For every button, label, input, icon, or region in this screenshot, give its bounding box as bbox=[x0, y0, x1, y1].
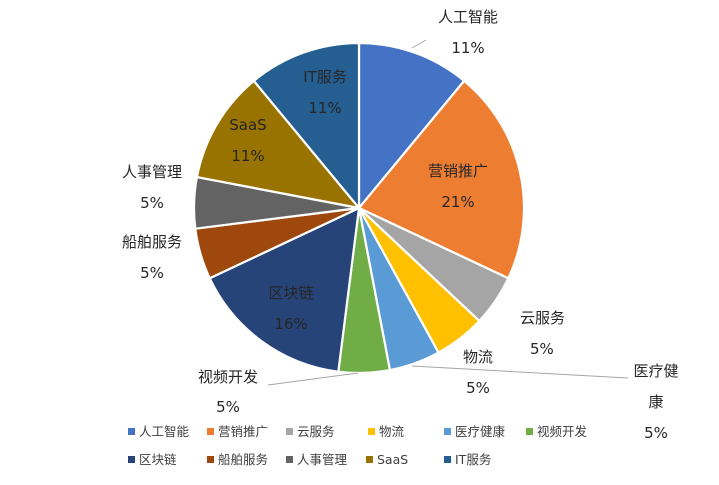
pie-slices bbox=[192, 41, 526, 375]
data-label-name-9: SaaS bbox=[229, 116, 266, 134]
data-label-value-6: 16% bbox=[274, 315, 307, 333]
legend-swatch-2 bbox=[286, 428, 293, 435]
leader-line-5 bbox=[267, 372, 359, 386]
legend-swatch-7 bbox=[207, 456, 214, 463]
legend-label-2: 云服务 bbox=[297, 424, 335, 439]
data-label-name-4-part-1: 康 bbox=[648, 393, 663, 411]
data-label-value-7: 5% bbox=[140, 264, 164, 282]
data-label-value-4: 5% bbox=[644, 424, 668, 442]
legend-label-6: 区块链 bbox=[139, 452, 177, 467]
data-label-name-1: 营销推广 bbox=[428, 162, 488, 180]
data-label-value-10: 11% bbox=[308, 99, 341, 117]
pie-slice-1 bbox=[357, 79, 526, 280]
legend-swatch-10 bbox=[444, 456, 451, 463]
data-label-value-0: 11% bbox=[451, 39, 484, 57]
legend-swatch-9 bbox=[366, 456, 373, 463]
data-label-value-3: 5% bbox=[466, 379, 490, 397]
pie-slice-9 bbox=[195, 79, 361, 210]
legend-label-8: 人事管理 bbox=[297, 452, 348, 467]
legend-swatch-6 bbox=[128, 456, 135, 463]
data-label-name-5: 视频开发 bbox=[198, 368, 258, 386]
data-label-value-2: 5% bbox=[530, 340, 554, 358]
data-label-name-8: 人事管理 bbox=[122, 163, 182, 181]
data-label-name-3: 物流 bbox=[463, 348, 493, 366]
legend-swatch-0 bbox=[128, 428, 135, 435]
legend-label-4: 医疗健康 bbox=[455, 424, 506, 439]
data-label-value-5: 5% bbox=[216, 398, 240, 416]
data-label-value-8: 5% bbox=[140, 194, 164, 212]
legend-swatch-8 bbox=[286, 456, 293, 463]
data-label-value-9: 11% bbox=[231, 147, 264, 165]
legend-label-0: 人工智能 bbox=[139, 424, 190, 439]
data-label-name-0: 人工智能 bbox=[438, 8, 498, 26]
data-label-name-7: 船舶服务 bbox=[122, 233, 182, 251]
legend-label-10: IT服务 bbox=[455, 452, 491, 467]
pie-slice-10 bbox=[252, 41, 361, 210]
legend-swatch-4 bbox=[444, 428, 451, 435]
data-label-value-1: 21% bbox=[441, 193, 474, 211]
data-label-name-6: 区块链 bbox=[268, 284, 313, 302]
legend-swatch-5 bbox=[526, 428, 533, 435]
data-labels: 人工智能11%营销推广21%云服务5%物流5%医疗健康5%视频开发5%区块链16… bbox=[122, 8, 679, 442]
legend-swatch-3 bbox=[368, 428, 375, 435]
legend-label-9: SaaS bbox=[377, 452, 408, 467]
pie-slice-6 bbox=[208, 206, 361, 373]
leader-lines bbox=[267, 39, 629, 386]
legend-label-3: 物流 bbox=[379, 424, 405, 439]
legend-label-5: 视频开发 bbox=[537, 424, 588, 439]
data-label-name-10: IT服务 bbox=[303, 68, 347, 86]
pie-slice-0 bbox=[357, 41, 466, 210]
leader-line-4 bbox=[411, 365, 629, 379]
data-label-name-4-part-0: 医疗健 bbox=[633, 362, 678, 380]
legend-label-7: 船舶服务 bbox=[218, 452, 268, 467]
data-label-name-2: 云服务 bbox=[520, 309, 565, 327]
legend-swatch-1 bbox=[207, 428, 214, 435]
legend-label-1: 营销推广 bbox=[218, 424, 268, 439]
leader-line-0 bbox=[411, 39, 427, 49]
